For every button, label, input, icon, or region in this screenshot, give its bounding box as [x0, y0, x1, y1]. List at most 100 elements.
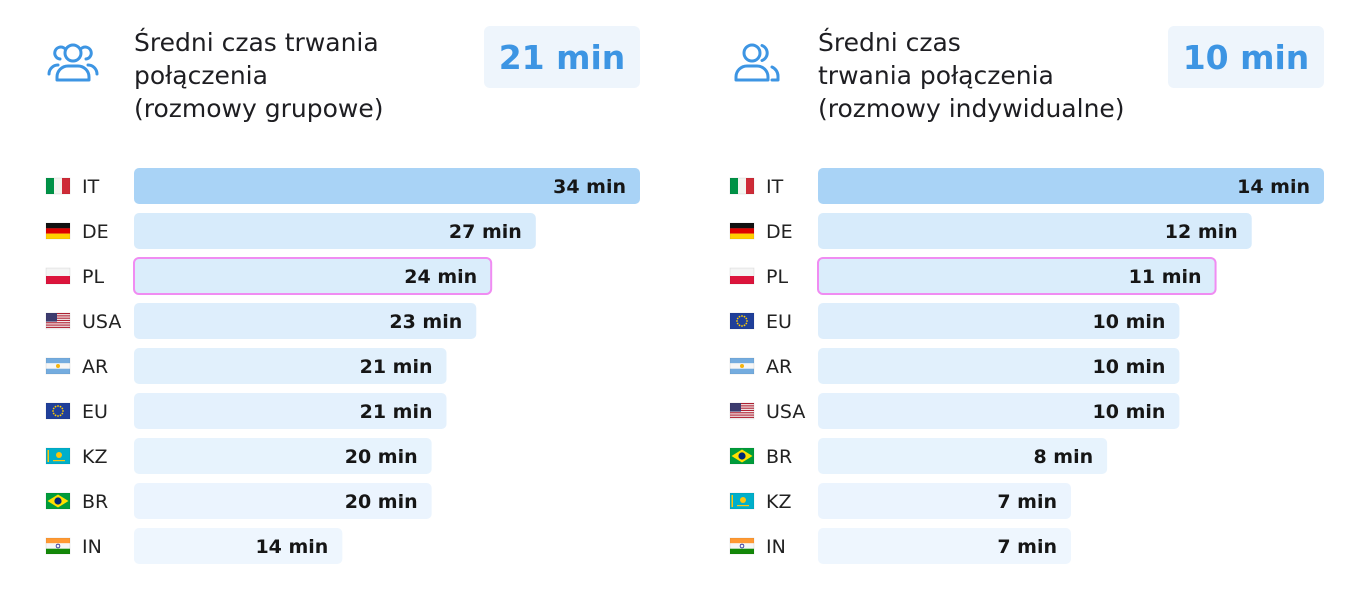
bar [818, 303, 1180, 339]
bar-category-label: IT [766, 176, 784, 198]
bar-value-label: 20 min [345, 491, 418, 513]
bar-category-label: IN [766, 536, 786, 558]
bar-value-label: 21 min [360, 356, 433, 378]
bar [818, 528, 1071, 564]
bar-row-pl: PL 24 min [45, 257, 493, 295]
bar [818, 393, 1180, 429]
bar-category-label: IN [82, 536, 102, 558]
bar [134, 348, 447, 384]
group-calls-panel: Średni czas trwania połączenia (rozmowy … [44, 0, 644, 603]
bar [817, 257, 1217, 295]
individual-calls-panel: Średni czas trwania połączenia (rozmowy … [728, 0, 1328, 603]
bar-row-ar: AR 21 min [45, 348, 447, 384]
bar-value-label: 20 min [345, 446, 418, 468]
bar-category-label: PL [82, 266, 104, 288]
average-badge: 10 min [1168, 26, 1324, 88]
bar-row-de: DE 27 min [45, 213, 536, 249]
bar-row-kz: KZ 20 min [45, 438, 432, 474]
bar-row-it: IT 14 min [729, 168, 1324, 204]
bar-value-label: 10 min [1093, 311, 1166, 333]
bar-category-label: KZ [766, 491, 791, 513]
eu-flag-icon [729, 312, 755, 330]
ar-flag-icon [729, 357, 755, 375]
bar-value-label: 10 min [1093, 356, 1166, 378]
us-flag-icon [45, 312, 71, 330]
bar-value-label: 7 min [997, 536, 1057, 558]
individual-calls-chart: IT 14 min DE 12 min PL 11 min EU 10 min AR 10 min… [729, 168, 1324, 564]
bar-value-label: 8 min [1033, 446, 1093, 468]
bar [818, 438, 1108, 474]
bar-category-label: PL [766, 266, 788, 288]
group-users-icon [47, 43, 99, 82]
bar-row-eu: EU 21 min [45, 393, 447, 429]
bar-row-br: BR 8 min [729, 438, 1108, 474]
eu-flag-icon [45, 402, 71, 420]
bar [818, 483, 1071, 519]
bar-value-label: 14 min [255, 536, 328, 558]
bar-value-label: 10 min [1093, 401, 1166, 423]
bar-row-ar: AR 10 min [729, 348, 1180, 384]
bar [818, 348, 1180, 384]
panel-title: Średni czas trwania połączenia (rozmowy … [134, 28, 384, 123]
bar-value-label: 23 min [389, 311, 462, 333]
panel-title: Średni czas trwania połączenia (rozmowy … [818, 28, 1125, 123]
it-flag-icon [729, 177, 755, 195]
bar-category-label: BR [82, 491, 108, 513]
in-flag-icon [729, 537, 755, 555]
pl-flag-icon [729, 267, 755, 285]
bar-row-pl: PL 11 min [729, 257, 1217, 295]
users-icon [734, 43, 780, 82]
bar [134, 483, 432, 519]
bar-category-label: AR [766, 356, 792, 378]
bar-value-label: 21 min [360, 401, 433, 423]
pl-flag-icon [45, 267, 71, 285]
bar-value-label: 7 min [997, 491, 1057, 513]
bar-category-label: USA [82, 311, 121, 333]
bar-category-label: EU [82, 401, 108, 423]
ar-flag-icon [45, 357, 71, 375]
bar-category-label: DE [82, 221, 109, 243]
bar [818, 168, 1324, 204]
bar-row-usa: USA 10 min [729, 393, 1180, 429]
br-flag-icon [729, 447, 755, 465]
bar-value-label: 11 min [1129, 266, 1202, 288]
bar [818, 213, 1252, 249]
it-flag-icon [45, 177, 71, 195]
bar-row-eu: EU 10 min [729, 303, 1180, 339]
bar [134, 438, 432, 474]
bar-value-label: 34 min [553, 176, 626, 198]
bar-value-label: 12 min [1165, 221, 1238, 243]
de-flag-icon [45, 222, 71, 240]
bar-category-label: AR [82, 356, 108, 378]
bar-category-label: EU [766, 311, 792, 333]
br-flag-icon [45, 492, 71, 510]
bar-row-it: IT 34 min [45, 168, 640, 204]
group-calls-chart: IT 34 min DE 27 min PL 24 min USA 23 min AR 21 mi… [45, 168, 640, 564]
bar-row-in: IN 14 min [45, 528, 343, 564]
in-flag-icon [45, 537, 71, 555]
bar [134, 528, 343, 564]
bar [134, 213, 536, 249]
bar-row-usa: USA 23 min [45, 303, 477, 339]
bar-value-label: 24 min [404, 266, 477, 288]
bar [134, 303, 477, 339]
bar-category-label: DE [766, 221, 793, 243]
bar-category-label: IT [82, 176, 100, 198]
de-flag-icon [729, 222, 755, 240]
average-badge: 21 min [484, 26, 640, 88]
bar-value-label: 27 min [449, 221, 522, 243]
bar [134, 168, 640, 204]
bar-row-in: IN 7 min [729, 528, 1071, 564]
bar-category-label: KZ [82, 446, 107, 468]
kz-flag-icon [729, 492, 755, 510]
bar-row-br: BR 20 min [45, 483, 432, 519]
bar-category-label: USA [766, 401, 805, 423]
bar-row-kz: KZ 7 min [729, 483, 1071, 519]
bar-row-de: DE 12 min [729, 213, 1252, 249]
kz-flag-icon [45, 447, 71, 465]
us-flag-icon [729, 402, 755, 420]
bar-value-label: 14 min [1237, 176, 1310, 198]
bar [134, 393, 447, 429]
bar [133, 257, 493, 295]
bar-category-label: BR [766, 446, 792, 468]
